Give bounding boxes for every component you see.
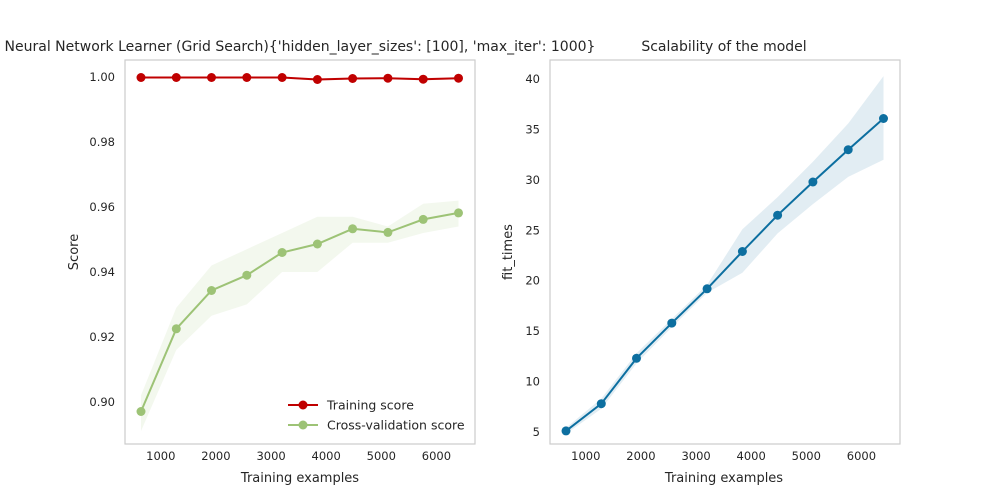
- learning-curve-y-tick-label: 0.92: [89, 330, 115, 344]
- scalability-y-tick-label: 40: [525, 72, 540, 86]
- scalability-fit-times-point: [879, 114, 888, 123]
- scalability-y-tick-label: 15: [525, 324, 540, 338]
- learning-curve-x-ticks: 1000 2000 3000 4000 5000 6000: [146, 449, 451, 463]
- scalability-x-axis-label: Training examples: [664, 471, 783, 486]
- learning-curve-training-point: [348, 74, 358, 83]
- learning-curve-x-tick-label: 6000: [422, 449, 451, 463]
- learning-curve-training-point: [418, 74, 428, 84]
- learning-curve-lines: [136, 73, 463, 416]
- learning-curve-training-point: [242, 73, 252, 82]
- scalability-x-tick-label: 6000: [847, 449, 876, 463]
- learning-curve-x-tick-label: 3000: [256, 449, 285, 463]
- learning-curve-plot-area: [124, 59, 476, 445]
- scalability-y-tick-label: 10: [525, 375, 540, 389]
- scalability-fit-times-point: [632, 353, 641, 363]
- scalability-y-tick-label: 35: [525, 123, 540, 137]
- scalability-x-ticks: 1000 2000 3000 4000 5000 6000: [571, 449, 876, 463]
- learning-curve-title: Neural Network Learner (Grid Search){'hi…: [5, 39, 596, 55]
- scalability-fit-times-point: [773, 210, 783, 220]
- scalability-fit-times-point: [702, 284, 712, 294]
- learning-curve-y-tick-label: 0.96: [89, 200, 115, 214]
- learning-curve-y-ticks: 0.90 0.92 0.94 0.96 0.98 1.00: [89, 70, 115, 409]
- learning-curve-cv-point: [383, 227, 393, 237]
- learning-curve-cv-band: [141, 200, 459, 431]
- scalability-y-axis-label: fit_times: [501, 224, 516, 280]
- learning-curve-x-tick-label: 2000: [201, 449, 230, 463]
- legend-training-marker: [298, 400, 308, 410]
- learning-curve-cv-point: [207, 286, 216, 295]
- scalability-x-tick-label: 1000: [571, 449, 600, 463]
- learning-curve-cv-point: [348, 224, 358, 234]
- learning-curve-panel: Neural Network Learner (Grid Search){'hi…: [5, 39, 596, 486]
- learning-curve-training-line: [141, 76, 459, 81]
- learning-curve-training-point: [383, 73, 393, 83]
- learning-curve-training-point: [454, 73, 463, 83]
- scalability-y-tick-label: 20: [525, 274, 540, 288]
- learning-curve-training-point: [171, 73, 181, 82]
- learning-curve-cv-point: [312, 239, 322, 249]
- learning-curve-x-tick-label: 1000: [146, 449, 175, 463]
- learning-curve-x-tick-label: 4000: [312, 449, 341, 463]
- scalability-x-tick-label: 4000: [737, 449, 766, 463]
- scalability-fit-times-point: [843, 145, 853, 155]
- learning-curve-cv-point: [242, 270, 252, 280]
- legend-cv-label: Cross-validation score: [327, 418, 465, 433]
- learning-curve-cv-point: [418, 214, 428, 224]
- learning-curve-y-tick-label: 0.98: [89, 135, 115, 149]
- learning-curve-cv-point: [454, 208, 463, 218]
- learning-curve-training-point: [312, 75, 322, 84]
- learning-curve-y-tick-label: 0.90: [89, 395, 115, 409]
- scalability-panel: Scalability of the model Training exampl…: [501, 39, 901, 486]
- learning-curve-training-point: [277, 73, 287, 82]
- scalability-y-tick-label: 5: [533, 425, 540, 439]
- legend-cv-marker: [298, 420, 308, 430]
- scalability-fit-times-point: [808, 177, 818, 187]
- scalability-y-tick-label: 30: [525, 173, 540, 187]
- learning-curve-x-tick-label: 5000: [367, 449, 396, 463]
- scalability-y-tick-label: 25: [525, 223, 540, 237]
- learning-curve-x-axis-label: Training examples: [240, 471, 359, 486]
- scalability-x-tick-label: 3000: [681, 449, 710, 463]
- learning-curve-training-point: [207, 73, 216, 82]
- scalability-title: Scalability of the model: [641, 39, 806, 55]
- scalability-fit-times-point: [596, 399, 606, 409]
- learning-curve-training-point: [136, 73, 146, 82]
- learning-curve-cv-point: [277, 248, 287, 257]
- scalability-x-tick-label: 2000: [626, 449, 655, 463]
- scalability-fit-times-line: [565, 117, 885, 432]
- scalability-plot-area: [549, 59, 901, 445]
- scalability-fit-times-point: [737, 247, 747, 256]
- scalability-fit-times-point: [667, 318, 677, 328]
- learning-curve-y-axis-label: Score: [67, 234, 82, 270]
- scalability-fit-times-point: [561, 426, 571, 436]
- scalability-lines: [561, 114, 888, 436]
- scalability-x-tick-label: 5000: [792, 449, 821, 463]
- learning-curve-legend: Training score Cross-validation score: [288, 398, 465, 433]
- legend-training-label: Training score: [326, 398, 414, 413]
- learning-curve-cv-line: [140, 211, 459, 412]
- learning-curve-y-tick-label: 0.94: [89, 265, 115, 279]
- learning-curve-cv-point: [171, 324, 181, 334]
- scalability-y-ticks: 5 10 15 20 25 30 35 40: [525, 72, 540, 439]
- learning-curve-cv-point: [136, 407, 146, 416]
- learning-curve-y-tick-label: 1.00: [89, 70, 115, 84]
